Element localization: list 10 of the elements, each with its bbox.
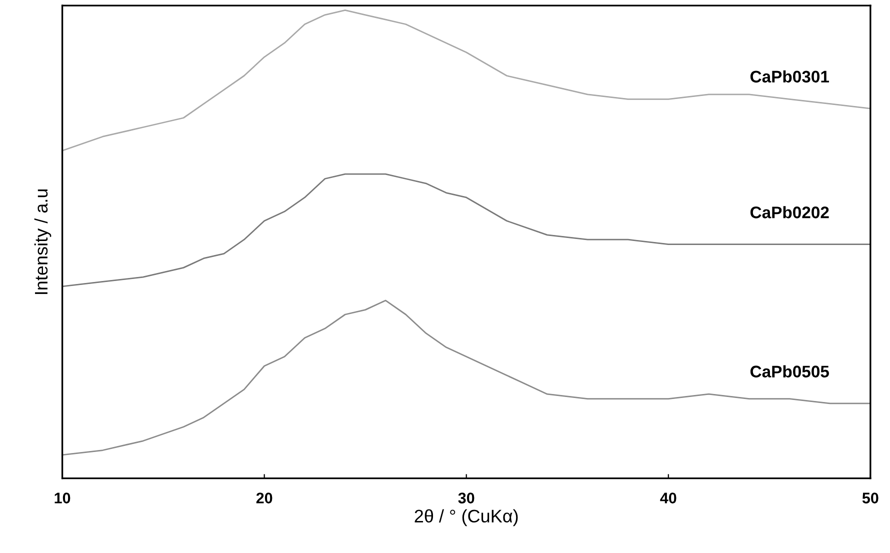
x-tick-label: 40 [660, 492, 676, 504]
x-tick-label: 30 [458, 492, 474, 504]
x-axis-title: 2θ / ° (CuKα) [414, 509, 518, 526]
series-label: CaPb0301 [750, 70, 829, 83]
x-tick-label: 20 [256, 492, 272, 504]
x-tick-label: 50 [862, 492, 878, 504]
y-axis-title: Intensity / a.u [34, 189, 52, 294]
series-label: CaPb0202 [750, 206, 829, 218]
series-label: CaPb0505 [750, 365, 829, 378]
x-tick-label: 10 [54, 492, 70, 504]
